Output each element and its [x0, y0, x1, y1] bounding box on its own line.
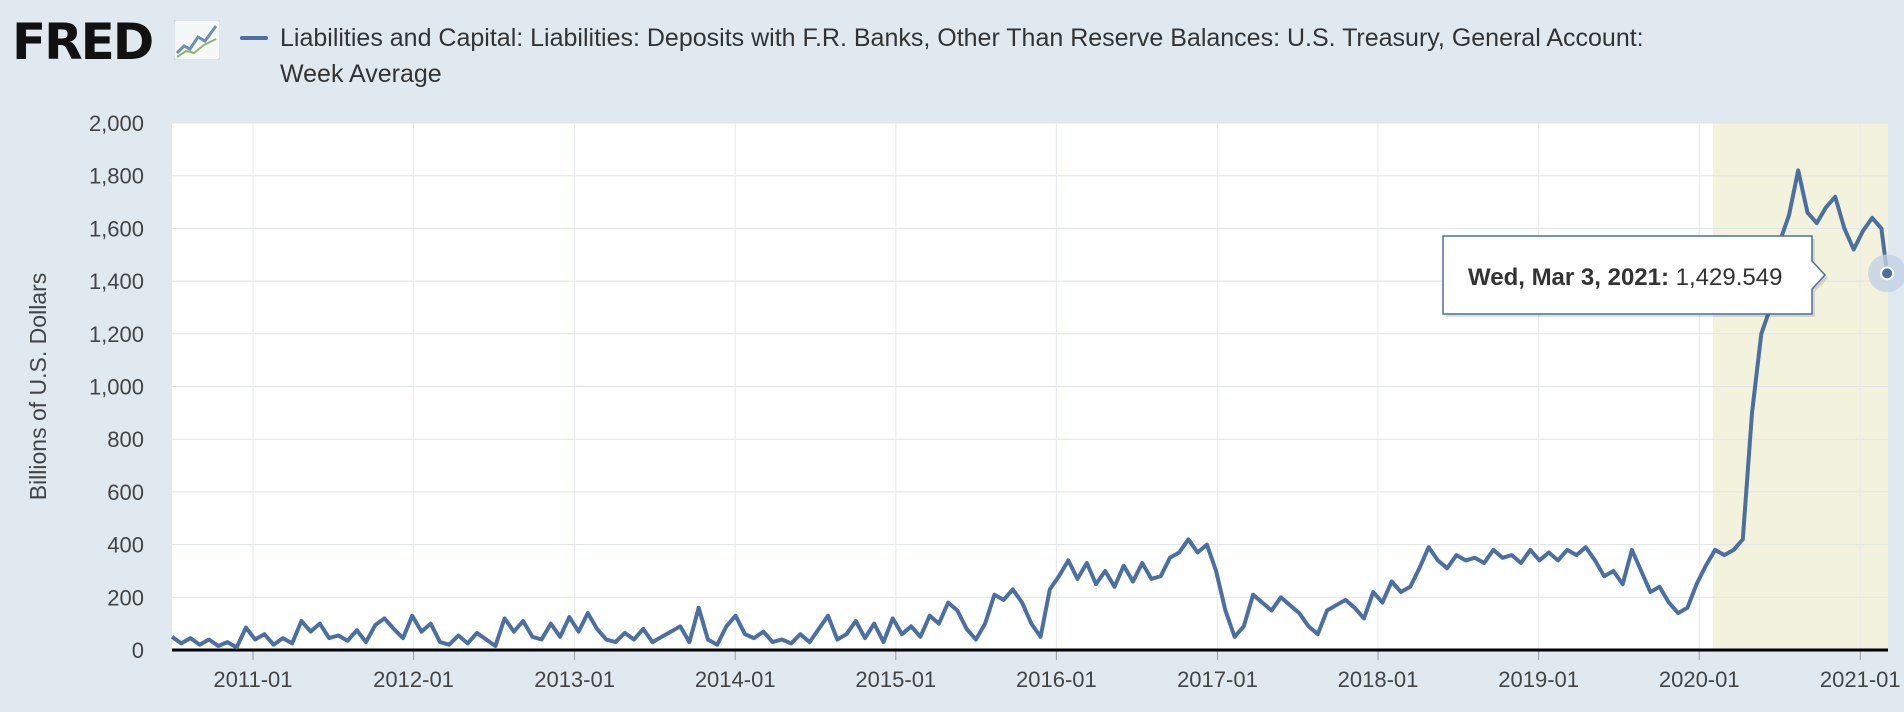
y-tick-label: 0 — [132, 638, 144, 663]
line-graph-icon — [174, 20, 220, 60]
y-tick-label: 1,000 — [89, 375, 144, 400]
x-tick-label: 2012-01 — [373, 667, 454, 692]
y-tick-label: 2,000 — [89, 111, 144, 136]
y-tick-label: 1,200 — [89, 322, 144, 347]
y-axis-label: Billions of U.S. Dollars — [25, 273, 51, 501]
tooltip-value: 1,429.549 — [1669, 264, 1782, 291]
x-tick-label: 2017-01 — [1177, 667, 1258, 692]
y-tick-label: 600 — [107, 480, 144, 505]
fred-logo[interactable]: FRED — [12, 13, 154, 71]
tooltip-text: Wed, Mar 3, 2021: 1,429.549 — [1468, 264, 1782, 291]
series-line — [170, 168, 1890, 650]
x-tick-label: 2011-01 — [213, 667, 292, 692]
x-tick-label: 2015-01 — [855, 667, 936, 692]
tooltip: Wed, Mar 3, 2021: 1,429.549 — [1442, 235, 1828, 317]
hover-point — [1880, 266, 1895, 281]
legend-series-swatch — [240, 36, 268, 40]
y-tick-label: 800 — [107, 427, 144, 452]
y-tick-label: 1,400 — [89, 269, 144, 294]
y-tick-label: 1,600 — [89, 216, 144, 241]
x-tick-label: 2013-01 — [534, 667, 615, 692]
tooltip-box — [1442, 235, 1827, 315]
chart-title: Liabilities and Capital: Liabilities: De… — [280, 24, 1644, 88]
x-tick-label: 2021-01 — [1820, 667, 1901, 692]
x-tick-label: 2016-01 — [1016, 667, 1097, 692]
y-tick-label: 1,800 — [89, 164, 144, 189]
x-tick-label: 2014-01 — [695, 667, 776, 692]
tooltip-date: Wed, Mar 3, 2021: — [1468, 264, 1669, 291]
x-tick-label: 2020-01 — [1659, 667, 1740, 692]
y-tick-label: 400 — [107, 533, 144, 558]
chart-header: FRED Liabilities and Capital: Liabilitie… — [0, 0, 1904, 110]
y-tick-label: 200 — [107, 585, 144, 610]
x-tick-label: 2018-01 — [1338, 667, 1419, 692]
x-tick-label: 2019-01 — [1498, 667, 1579, 692]
